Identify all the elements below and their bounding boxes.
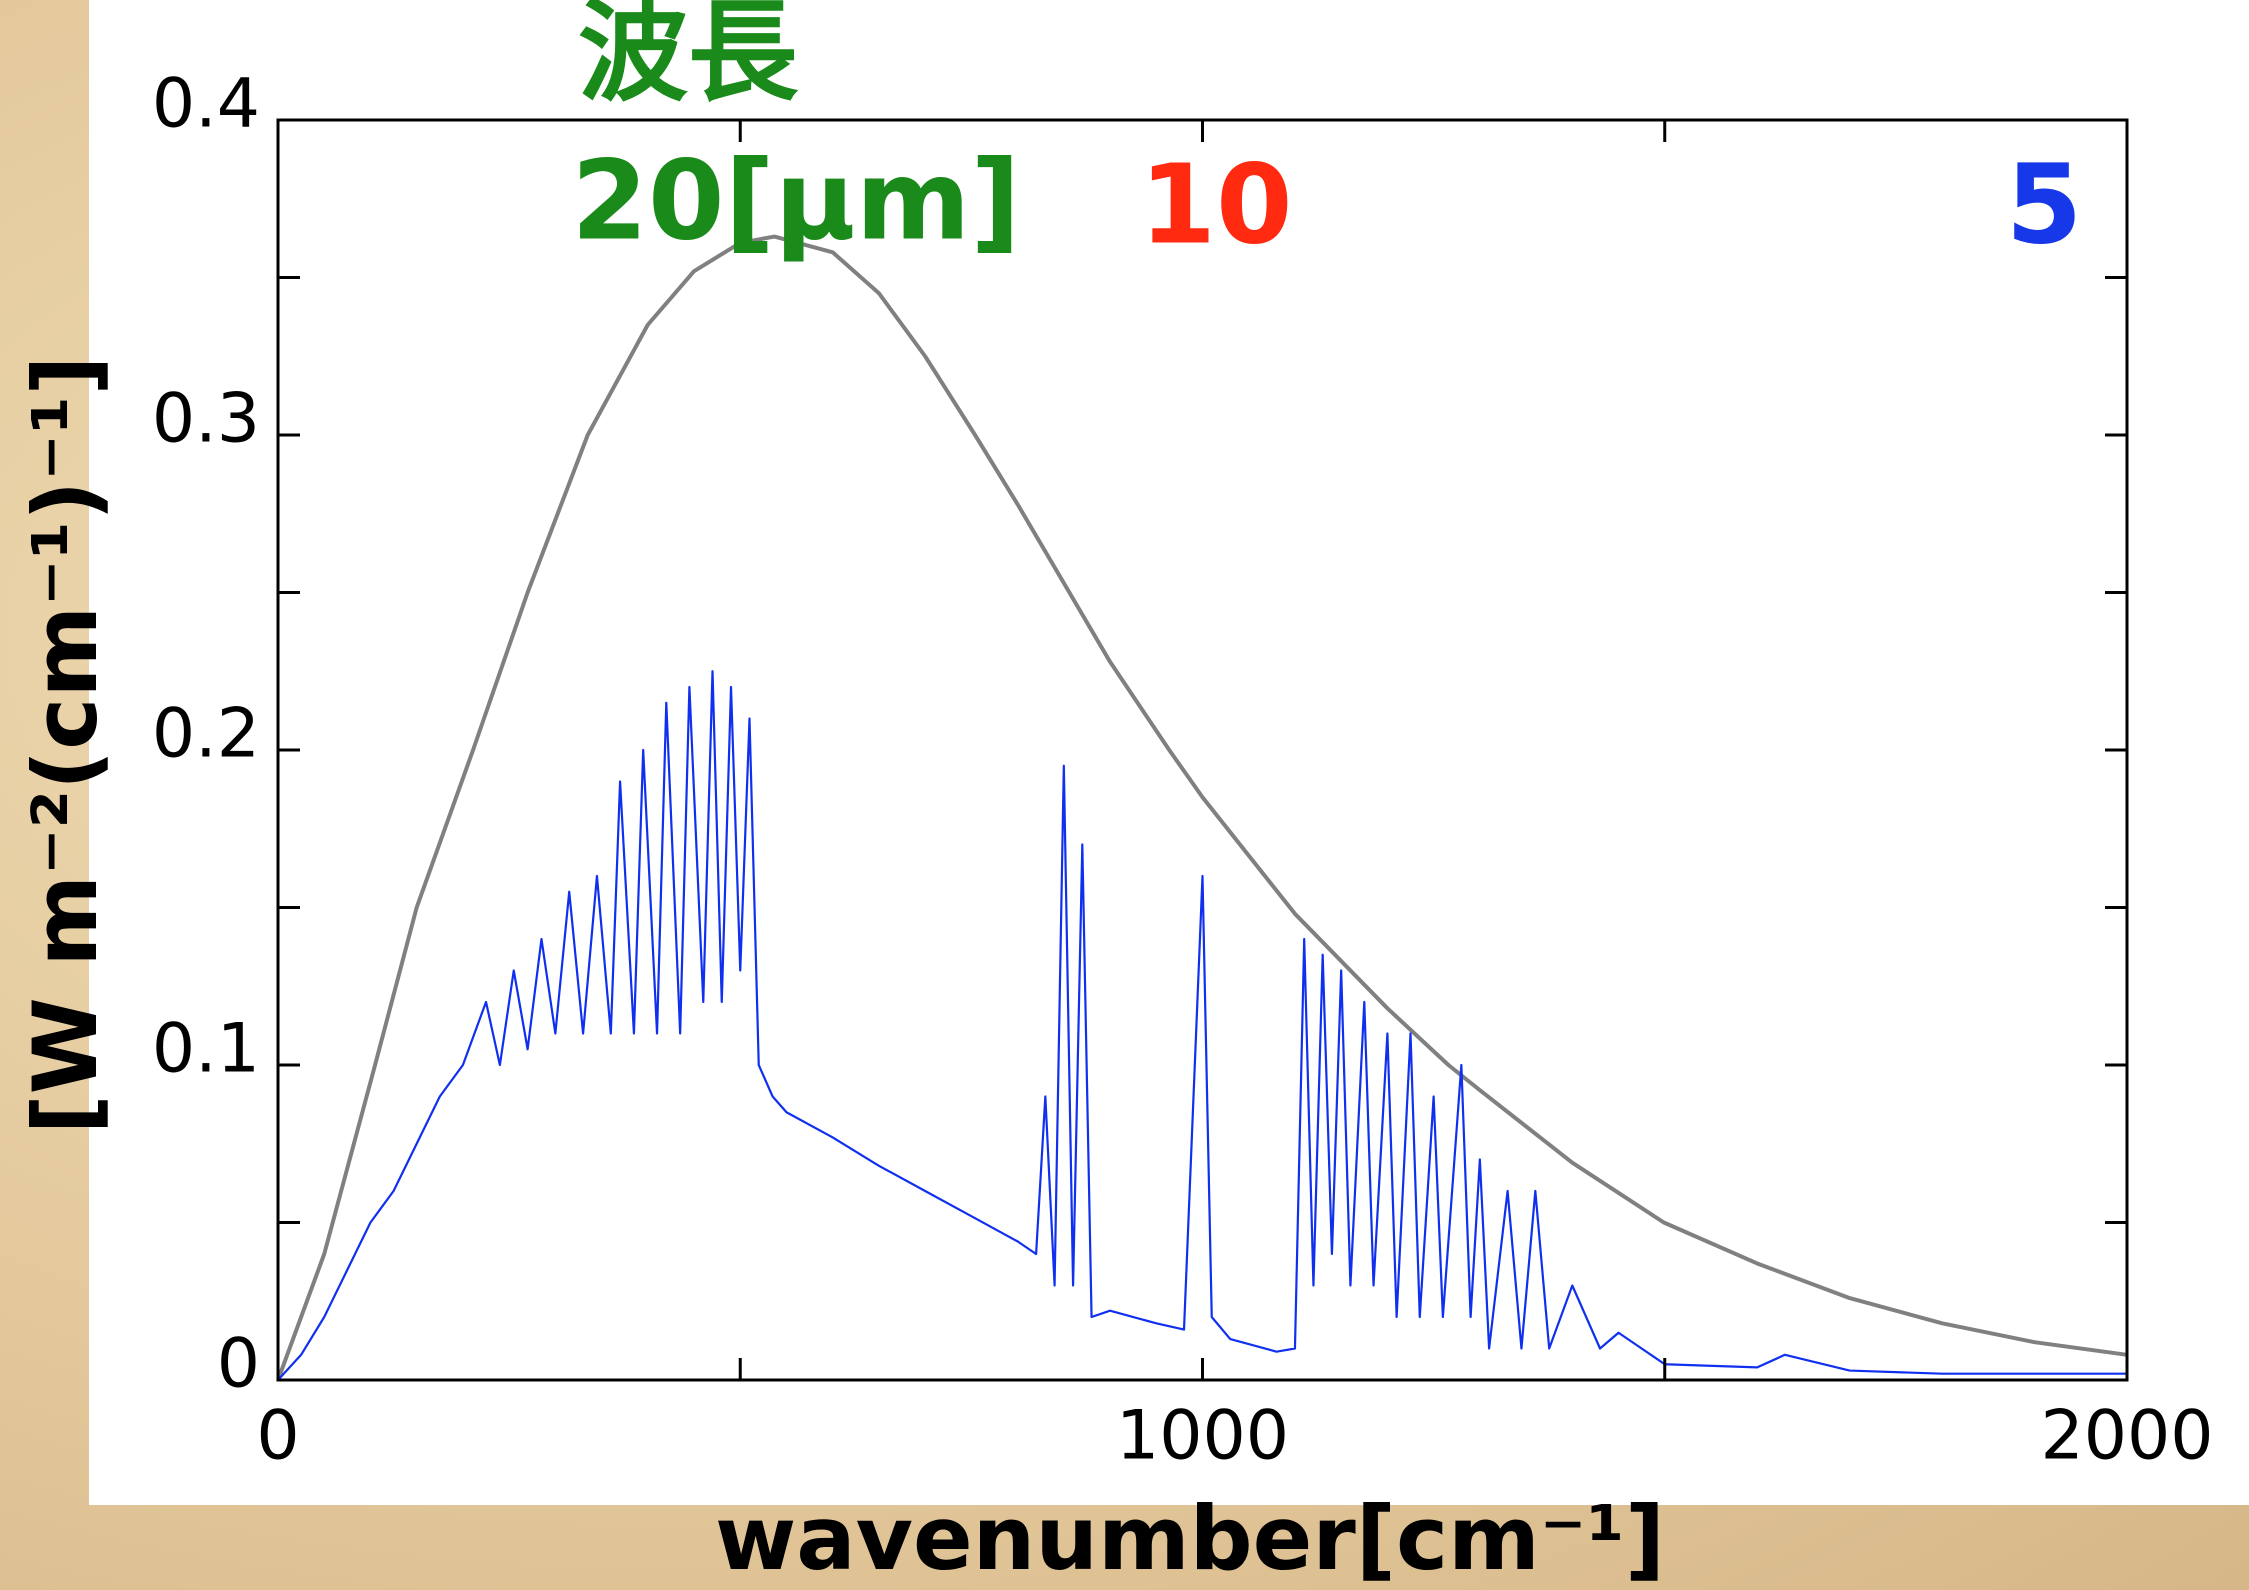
y-tick-label: 0.4 [152, 65, 260, 144]
annotation: 20[μm] [571, 136, 1020, 264]
x-tick-label: 0 [256, 1397, 299, 1476]
annotation: 波長 [578, 0, 799, 116]
x-axis-label: wavenumber[cm⁻¹] [715, 1487, 1665, 1590]
y-axis-label: [W m⁻²(cm⁻¹)⁻¹] [14, 355, 117, 1134]
series-line [277, 670, 2127, 1381]
annotation: 5 [2006, 140, 2083, 268]
y-tick-label: 0.1 [152, 1010, 260, 1089]
annotation: 10 [1139, 140, 1292, 268]
series-line [276, 234, 2128, 1381]
x-tick-label: 2000 [2040, 1397, 2213, 1476]
y-tick-label: 0 [217, 1325, 260, 1404]
x-tick-label: 1000 [1116, 1397, 1289, 1476]
y-tick-label: 0.2 [152, 695, 260, 774]
y-tick-label: 0.3 [152, 380, 260, 459]
